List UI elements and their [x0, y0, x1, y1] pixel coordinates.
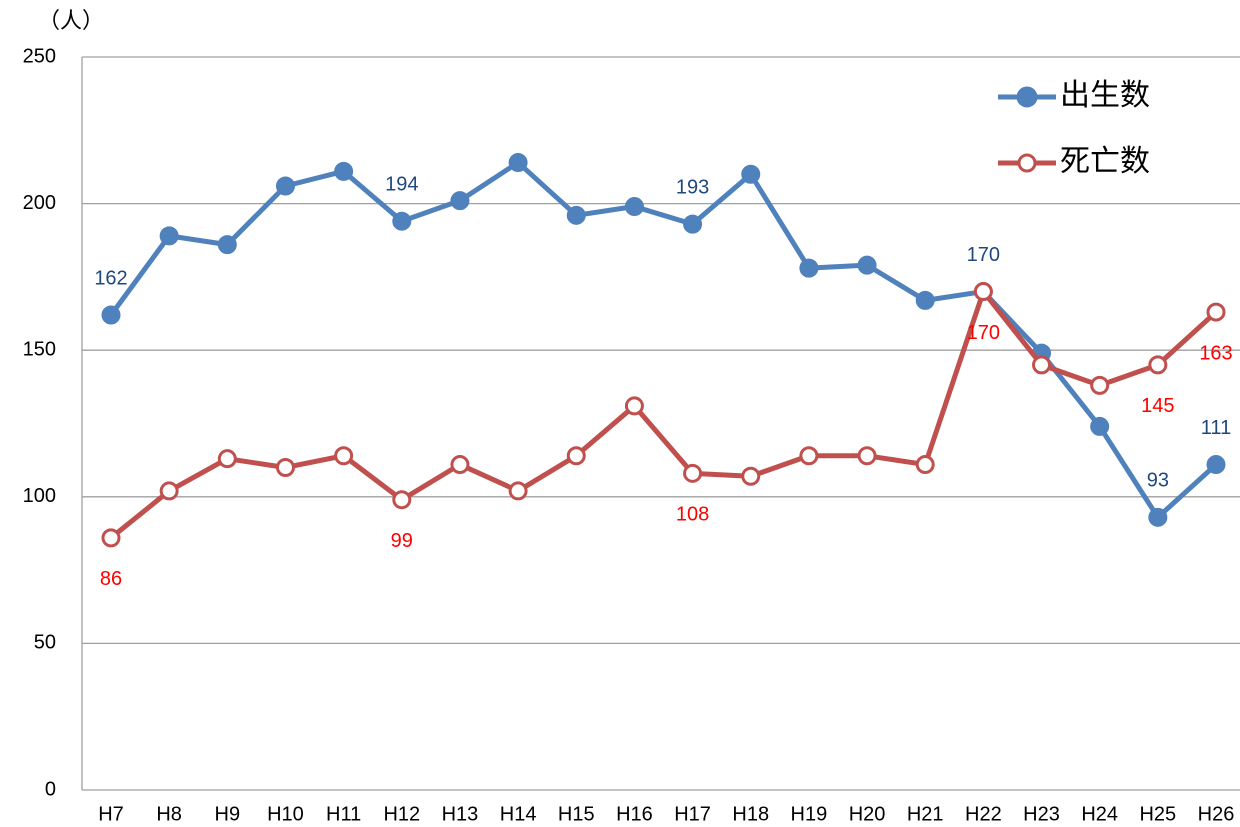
- data-point: [1148, 507, 1168, 527]
- data-point: [508, 481, 528, 501]
- data-label: 145: [1141, 395, 1174, 417]
- x-tick-label: H17: [674, 803, 711, 825]
- x-tick-label: H16: [616, 803, 653, 825]
- data-label: 86: [100, 568, 122, 590]
- data-point: [566, 446, 586, 466]
- data-point: [683, 214, 703, 234]
- legend-label: 出生数: [1060, 79, 1150, 112]
- data-point: [624, 197, 644, 217]
- x-tick-label: H11: [326, 803, 361, 825]
- data-point: [915, 455, 935, 475]
- x-tick-label: H20: [849, 803, 886, 825]
- x-tick-label: H22: [965, 803, 1002, 825]
- data-point: [1206, 302, 1226, 322]
- y-tick-label: 50: [34, 632, 56, 654]
- data-label: 170: [967, 244, 1000, 266]
- x-tick-label: H7: [98, 803, 124, 825]
- data-point: [857, 446, 877, 466]
- data-point: [159, 481, 179, 501]
- data-label: 93: [1147, 470, 1169, 492]
- data-point: [799, 258, 819, 278]
- y-tick-label: 200: [23, 192, 56, 214]
- legend-marker: [1017, 153, 1037, 173]
- x-tick-label: H25: [1139, 803, 1176, 825]
- data-point: [1206, 455, 1226, 475]
- series-line: [109, 289, 1218, 540]
- x-tick-label: H21: [907, 803, 944, 825]
- x-tick-label: H15: [558, 803, 595, 825]
- x-tick-label: H19: [791, 803, 828, 825]
- data-point: [973, 282, 993, 302]
- data-point: [450, 191, 470, 211]
- data-label: 170: [967, 322, 1000, 344]
- x-tick-label: H10: [267, 803, 304, 825]
- data-point: [101, 305, 121, 325]
- data-point: [334, 446, 354, 466]
- data-label: 194: [385, 173, 418, 195]
- y-tick-label: 0: [45, 778, 56, 800]
- data-point: [1090, 416, 1110, 436]
- data-label: 193: [676, 176, 709, 198]
- x-tick-label: H24: [1081, 803, 1118, 825]
- data-point: [392, 211, 412, 231]
- x-tick-label: H18: [732, 803, 769, 825]
- data-point: [1032, 355, 1052, 375]
- data-point: [683, 463, 703, 483]
- x-tick-label: H13: [442, 803, 479, 825]
- data-point: [217, 235, 237, 255]
- x-tick-label: H23: [1023, 803, 1060, 825]
- data-label: 99: [391, 530, 413, 552]
- data-point: [334, 161, 354, 181]
- data-point: [1148, 355, 1168, 375]
- legend-label: 死亡数: [1060, 145, 1150, 178]
- x-tick-label: H14: [500, 803, 537, 825]
- legend-marker: [1016, 86, 1038, 108]
- data-point: [275, 176, 295, 196]
- data-point: [799, 446, 819, 466]
- y-tick-label: 250: [23, 45, 56, 67]
- data-label: 163: [1199, 342, 1232, 364]
- data-point: [857, 255, 877, 275]
- data-label: 162: [94, 267, 127, 289]
- y-unit: （人）: [38, 8, 104, 33]
- data-point: [450, 455, 470, 475]
- data-point: [624, 396, 644, 416]
- x-tick-label: H8: [156, 803, 182, 825]
- data-point: [915, 290, 935, 310]
- data-point: [1090, 375, 1110, 395]
- data-point: [275, 457, 295, 477]
- x-tick-label: H12: [383, 803, 420, 825]
- data-point: [392, 490, 412, 510]
- data-point: [741, 164, 761, 184]
- x-tick-label: H9: [215, 803, 241, 825]
- data-point: [741, 466, 761, 486]
- data-label: 111: [1201, 417, 1231, 439]
- series-line: [108, 160, 1218, 520]
- data-point: [508, 153, 528, 173]
- x-tick-label: H26: [1198, 803, 1235, 825]
- y-tick-label: 150: [23, 338, 56, 360]
- data-point: [217, 449, 237, 469]
- y-tick-label: 100: [23, 485, 56, 507]
- data-point: [101, 528, 121, 548]
- data-label: 108: [676, 504, 709, 526]
- data-point: [566, 205, 586, 225]
- data-point: [159, 226, 179, 246]
